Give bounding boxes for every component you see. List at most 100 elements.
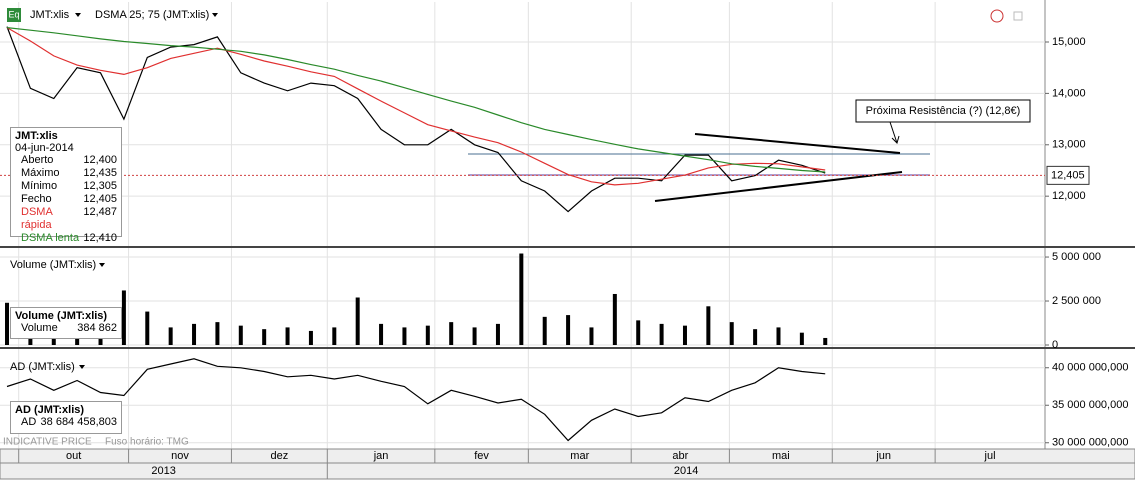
info-row: Volume 384 862 <box>15 322 117 335</box>
line-series <box>6 27 826 186</box>
y-tick-label: 15,000 <box>1052 36 1086 48</box>
x-axis-band <box>0 448 1135 480</box>
info-label: DSMA rápida <box>21 206 53 231</box>
x-tick-label: jun <box>875 450 891 462</box>
bar <box>495 323 500 345</box>
info-label: Fecho <box>21 193 52 205</box>
symbol[interactable]: JMT:xlis <box>30 9 70 21</box>
bar <box>823 337 828 345</box>
info-label: Aberto <box>21 154 54 166</box>
bar <box>425 325 430 345</box>
x-tick-label: dez <box>270 450 288 462</box>
bar <box>402 327 407 345</box>
annotation: Próxima Resistência (?) (12,8€) <box>866 105 1021 117</box>
bar <box>776 327 781 345</box>
y-tick-label: 2 500 000 <box>1052 295 1101 307</box>
bar <box>121 290 126 345</box>
bar <box>542 316 547 345</box>
y-tick-label: 35 000 000,000 <box>1052 399 1128 411</box>
bar <box>636 320 641 345</box>
trend-line <box>694 133 901 154</box>
info-date: 04-jun-2014 <box>15 142 74 154</box>
bar <box>589 327 594 345</box>
annotation-arrow <box>891 135 900 144</box>
info-title: AD (JMT:xlis) <box>15 404 85 416</box>
info-value: 384 862 <box>77 322 117 334</box>
x-tick-label: mar <box>570 450 589 462</box>
bar <box>355 297 360 345</box>
bar <box>682 325 687 345</box>
info-label: Mínimo <box>21 180 58 192</box>
info-value: 12,405 <box>83 193 117 205</box>
bar <box>379 323 384 345</box>
y-tick-label: 13,000 <box>1052 139 1086 151</box>
bar <box>519 253 524 345</box>
info-row: Mínimo 12,305 <box>15 180 117 193</box>
bar <box>238 325 243 345</box>
dropdown-arrow[interactable] <box>79 365 85 369</box>
bar <box>706 306 711 345</box>
last-price-box <box>1046 165 1090 185</box>
bar <box>332 327 337 345</box>
icon[interactable] <box>7 8 21 22</box>
info-title: JMT:xlis <box>15 130 58 142</box>
y-tick-label: 5 000 000 <box>1052 251 1101 263</box>
bar <box>612 293 617 345</box>
bar <box>799 332 804 345</box>
x-tick-label: jan <box>373 450 389 462</box>
footer-source: INDICATIVE PRICE <box>3 437 92 448</box>
x-tick-label: jul <box>984 450 996 462</box>
x-tick-label: abr <box>672 450 688 462</box>
bar <box>729 322 734 345</box>
year-label: 2013 <box>151 465 175 477</box>
info-label: Volume <box>21 322 58 334</box>
dropdown-arrow[interactable] <box>212 13 218 17</box>
info-row: Aberto 12,400 <box>15 154 117 167</box>
annotation-box <box>855 99 1031 123</box>
info-value: 12,435 <box>83 167 117 179</box>
indicator[interactable]: DSMA 25; 75 (JMT:xlis) <box>95 9 209 21</box>
annotation-arrow <box>889 121 898 144</box>
bar <box>145 311 150 345</box>
panel-title: Volume (JMT:xlis) <box>10 259 96 271</box>
footer-timezone: Fuso horário: TMG <box>105 437 189 448</box>
info-label: Máximo <box>21 167 60 179</box>
info-box: JMT:xlis 04-jun-2014 Aberto 12,400 Máximo 1… <box>10 127 122 244</box>
trend-line <box>654 171 903 202</box>
bar <box>192 323 197 345</box>
y-tick-label: 0 <box>1052 339 1058 351</box>
info-row: Fecho 12,405 <box>15 193 117 206</box>
info-box: AD (JMT:xlis) AD 38 684 458,803 <box>10 401 122 434</box>
x-tick-label: mai <box>772 450 790 462</box>
info-label: DSMA lenta <box>21 232 80 244</box>
info-value: 12,400 <box>83 154 117 166</box>
bar <box>215 322 220 345</box>
x-tick-label: nov <box>171 450 189 462</box>
icon-label: Eq <box>8 9 19 19</box>
bar <box>285 327 290 345</box>
bar <box>168 327 173 345</box>
bar <box>753 329 758 345</box>
line-series <box>6 26 826 213</box>
tool-button[interactable] <box>1013 11 1023 21</box>
line-series <box>6 27 826 173</box>
bar <box>5 302 10 345</box>
info-title: Volume (JMT:xlis) <box>15 310 108 322</box>
bar <box>472 327 477 345</box>
info-row: DSMA rápida 12,487 <box>15 206 117 232</box>
panel-title: AD (JMT:xlis) <box>10 361 75 373</box>
bar <box>566 315 571 345</box>
info-label: AD <box>21 416 37 428</box>
dropdown-arrow[interactable] <box>99 263 105 267</box>
year-label: 2014 <box>674 465 698 477</box>
bar <box>659 323 664 345</box>
info-row: Máximo 12,435 <box>15 167 117 180</box>
y-tick-label: 14,000 <box>1052 87 1086 99</box>
y-tick-label: 40 000 000,000 <box>1052 362 1128 374</box>
tool-button[interactable] <box>990 9 1004 23</box>
dropdown-arrow[interactable] <box>75 13 81 17</box>
y-tick-label: 30 000 000,000 <box>1052 437 1128 449</box>
